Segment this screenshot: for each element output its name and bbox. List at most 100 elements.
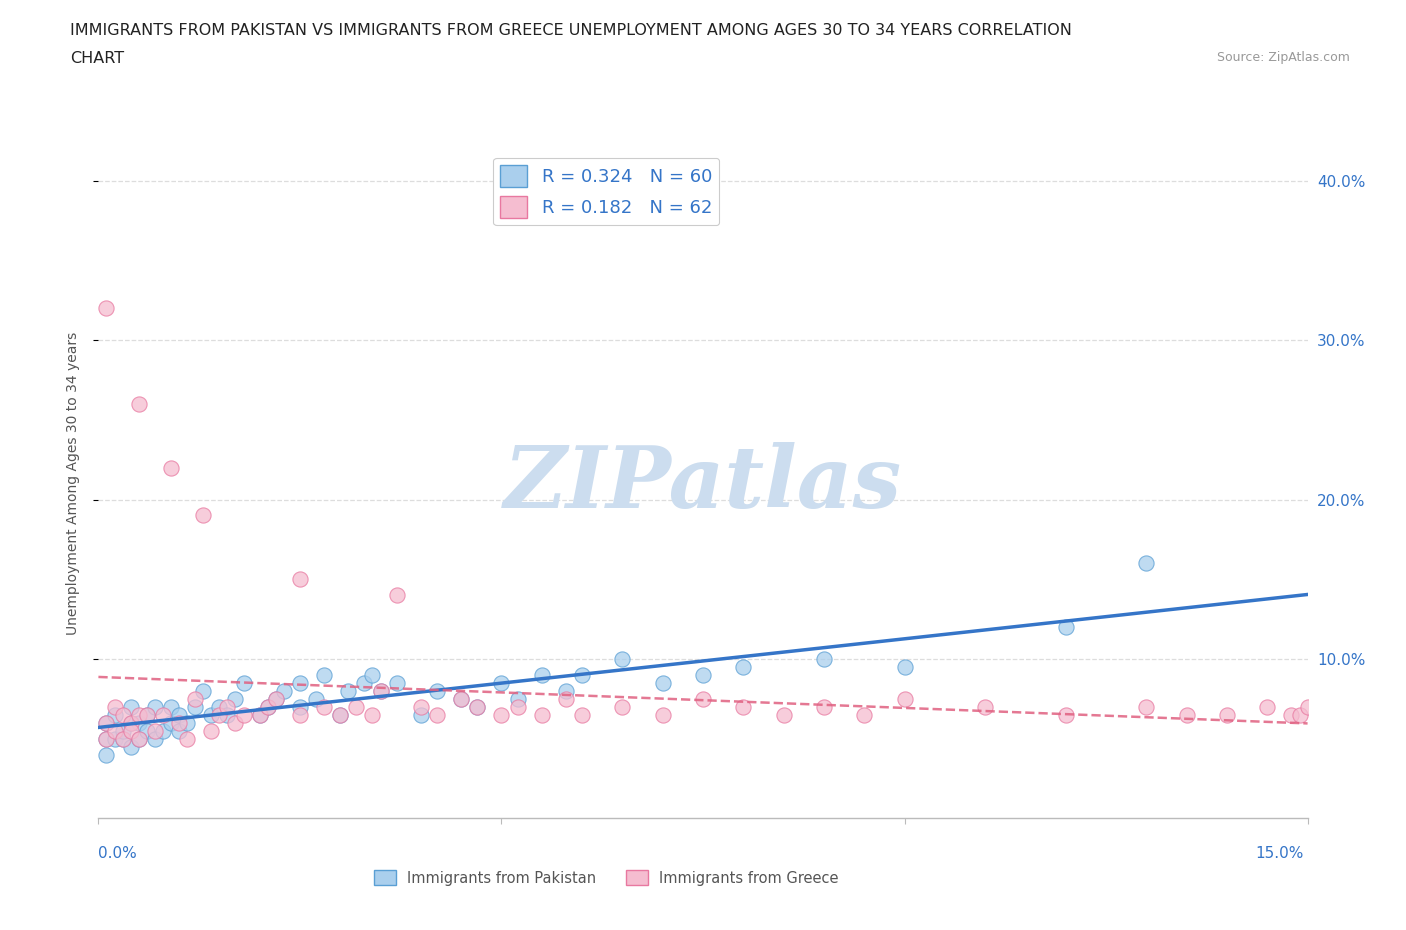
Point [217, 699, 239, 714]
Point [409, 708, 432, 723]
Point [692, 691, 714, 706]
Point [232, 708, 254, 723]
Point [208, 708, 231, 723]
Point [120, 699, 142, 714]
Text: IMMIGRANTS FROM PAKISTAN VS IMMIGRANTS FROM GREECE UNEMPLOYMENT AMONG AGES 30 TO: IMMIGRANTS FROM PAKISTAN VS IMMIGRANTS F… [70, 23, 1073, 38]
Point [813, 699, 835, 714]
Legend: Immigrants from Pakistan, Immigrants from Greece: Immigrants from Pakistan, Immigrants fro… [368, 864, 845, 892]
Point [426, 684, 449, 698]
Point [128, 715, 150, 730]
Point [344, 699, 367, 714]
Text: ZIPatlas: ZIPatlas [503, 442, 903, 525]
Point [361, 668, 384, 683]
Point [264, 691, 287, 706]
Point [111, 731, 134, 746]
Point [612, 699, 634, 714]
Point [200, 708, 222, 723]
Point [491, 675, 513, 690]
Point [167, 708, 190, 723]
Point [813, 652, 835, 667]
Point [450, 691, 472, 706]
Point [120, 715, 142, 730]
Point [893, 691, 915, 706]
Point [530, 708, 553, 723]
Point [176, 731, 198, 746]
Point [143, 724, 166, 738]
Point [288, 572, 311, 587]
Point [530, 668, 553, 683]
Point [167, 715, 190, 730]
Point [1288, 708, 1310, 723]
Point [853, 708, 876, 723]
Point [651, 675, 673, 690]
Point [1054, 708, 1077, 723]
Point [651, 708, 673, 723]
Point [184, 691, 207, 706]
Point [370, 684, 392, 698]
Point [143, 699, 166, 714]
Point [128, 708, 150, 723]
Point [103, 731, 125, 746]
Point [200, 724, 222, 738]
Point [314, 699, 336, 714]
Point [96, 715, 118, 730]
Point [152, 708, 174, 723]
Point [1135, 699, 1157, 714]
Point [273, 684, 295, 698]
Y-axis label: Unemployment Among Ages 30 to 34 years: Unemployment Among Ages 30 to 34 years [66, 332, 80, 635]
Point [329, 708, 352, 723]
Point [733, 699, 755, 714]
Point [160, 460, 183, 475]
Point [555, 684, 578, 698]
Text: Source: ZipAtlas.com: Source: ZipAtlas.com [1216, 51, 1350, 64]
Point [506, 691, 529, 706]
Point [103, 699, 125, 714]
Point [224, 691, 246, 706]
Point [288, 675, 311, 690]
Point [305, 691, 328, 706]
Point [314, 668, 336, 683]
Point [135, 708, 157, 723]
Point [96, 300, 118, 315]
Point [385, 588, 408, 603]
Point [337, 684, 360, 698]
Point [329, 708, 352, 723]
Point [1135, 556, 1157, 571]
Point [111, 708, 134, 723]
Point [974, 699, 997, 714]
Point [555, 691, 578, 706]
Text: CHART: CHART [70, 51, 124, 66]
Point [103, 724, 125, 738]
Point [772, 708, 794, 723]
Point [733, 659, 755, 674]
Point [232, 675, 254, 690]
Point [506, 699, 529, 714]
Point [160, 699, 183, 714]
Point [1281, 708, 1303, 723]
Point [160, 715, 183, 730]
Point [264, 691, 287, 706]
Point [249, 708, 271, 723]
Point [167, 724, 190, 738]
Point [103, 708, 125, 723]
Point [256, 699, 278, 714]
Point [128, 731, 150, 746]
Point [184, 699, 207, 714]
Point [385, 675, 408, 690]
Point [120, 724, 142, 738]
Point [193, 508, 215, 523]
Point [135, 708, 157, 723]
Point [612, 652, 634, 667]
Point [249, 708, 271, 723]
Point [152, 724, 174, 738]
Point [1054, 619, 1077, 634]
Text: 15.0%: 15.0% [1256, 846, 1303, 861]
Point [288, 699, 311, 714]
Point [1296, 699, 1319, 714]
Point [217, 708, 239, 723]
Point [96, 731, 118, 746]
Point [96, 747, 118, 762]
Point [208, 699, 231, 714]
Point [370, 684, 392, 698]
Point [143, 731, 166, 746]
